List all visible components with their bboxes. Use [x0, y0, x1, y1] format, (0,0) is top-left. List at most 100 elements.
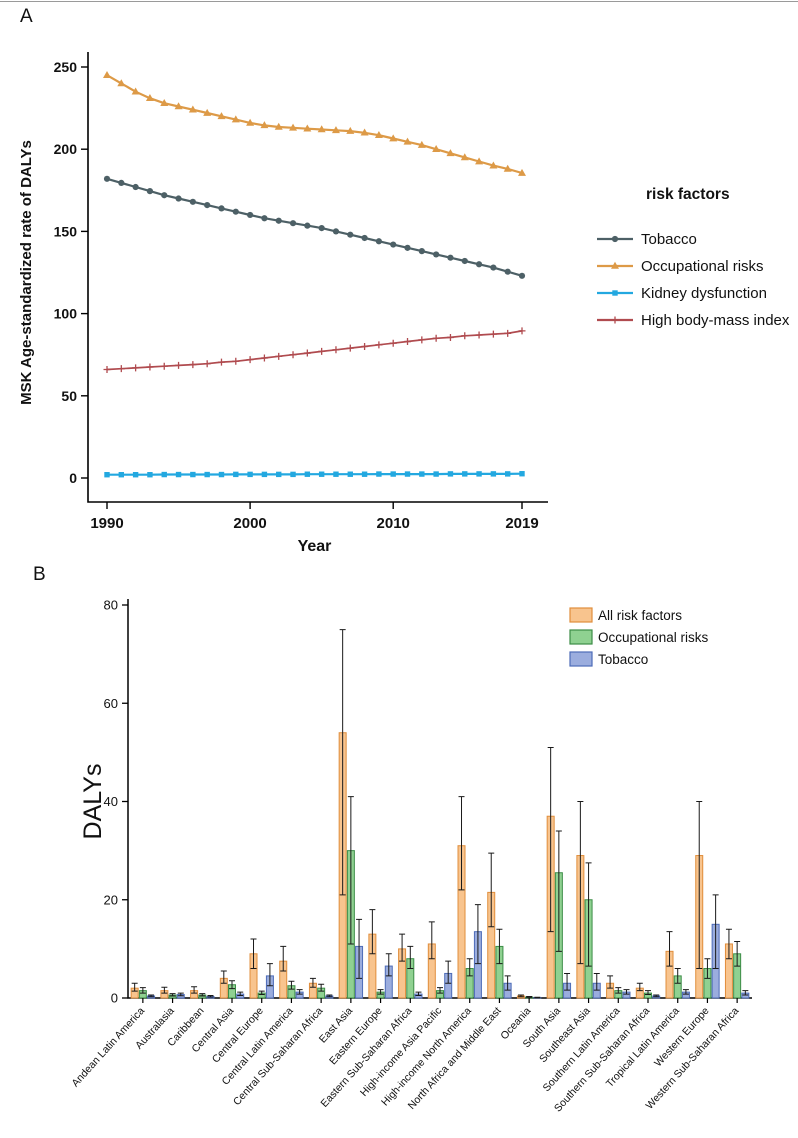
error-bar-all-risk-factors — [250, 938, 257, 970]
error-bar-all-risk-factors — [369, 909, 376, 955]
error-bar-occupational-risks — [555, 830, 562, 952]
error-bar-tobacco — [445, 960, 452, 984]
square-marker — [361, 471, 368, 477]
panel-a-x-tick-label: 2010 — [377, 515, 410, 532]
error-bar-all-risk-factors — [517, 994, 524, 998]
square-marker — [304, 471, 311, 477]
square-marker — [433, 471, 439, 477]
legend-swatch-all-risk-factors — [569, 607, 593, 623]
error-bar-tobacco — [356, 918, 363, 979]
square-marker — [190, 471, 196, 478]
triangle-marker — [303, 124, 312, 132]
legend-label-tobacco: Tobacco — [641, 231, 697, 248]
plus-marker — [404, 338, 412, 346]
circle-marker — [275, 217, 282, 224]
circle-marker — [490, 264, 497, 271]
triangle-marker — [217, 112, 226, 120]
error-bar-occupational-risks — [139, 987, 146, 994]
error-bar-occupational-risks — [496, 928, 503, 965]
error-bar-tobacco — [326, 994, 333, 998]
triangle-marker — [518, 168, 526, 176]
triangle-marker — [160, 98, 169, 106]
circle-marker — [361, 234, 368, 242]
error-bar-all-risk-factors — [547, 746, 554, 933]
triangle-marker — [131, 87, 140, 95]
series-line-tobacco — [106, 177, 523, 277]
plus-marker — [146, 363, 154, 371]
panel-a-y-tick-label: 0 — [69, 470, 77, 486]
circle-marker — [461, 257, 468, 265]
plus-marker — [361, 342, 369, 350]
circle-marker — [146, 188, 154, 195]
error-bar-tobacco — [177, 992, 184, 997]
series-line-kidney-dysfunction — [107, 472, 523, 476]
error-bar-tobacco — [653, 994, 660, 998]
error-bar-all-risk-factors — [131, 982, 138, 992]
square-marker — [504, 471, 511, 477]
circle-marker — [390, 241, 397, 248]
circle-marker — [504, 268, 511, 275]
circle-marker — [318, 225, 325, 232]
panel-a-y-tick-label: 100 — [54, 306, 78, 322]
circle-marker — [475, 261, 483, 268]
panel-a-x-axis-title: Year — [298, 538, 332, 555]
plus-marker — [103, 365, 111, 373]
plus-marker — [232, 357, 240, 365]
circle-marker — [189, 198, 196, 205]
legend-label-high-body-mass-index: High body-mass index — [641, 312, 790, 329]
square-marker — [462, 471, 468, 477]
square-marker — [318, 471, 325, 477]
error-bar-tobacco — [474, 904, 481, 965]
error-bar-all-risk-factors — [577, 801, 584, 965]
plus-marker — [318, 347, 326, 355]
square-marker — [147, 472, 153, 478]
error-bar-tobacco — [712, 894, 719, 970]
error-bar-tobacco — [682, 989, 689, 995]
panel-b-x-tick-label: Eastern Europe — [327, 1005, 385, 1067]
error-bar-tobacco — [415, 991, 422, 997]
triangle-marker — [317, 125, 326, 133]
error-bar-occupational-risks — [347, 796, 354, 945]
panel-a-y-tick-label: 50 — [61, 388, 77, 404]
panel-b-y-tick-label: 0 — [111, 991, 118, 1006]
error-bar-all-risk-factors — [309, 977, 316, 988]
circle-marker — [175, 195, 182, 202]
triangle-marker — [274, 122, 283, 130]
error-bar-all-risk-factors — [458, 796, 465, 891]
series-line-high-body-mass-index — [106, 330, 523, 371]
triangle-marker — [389, 134, 398, 142]
circle-marker — [418, 248, 425, 255]
plus-marker — [132, 364, 140, 372]
panel-a-axes — [87, 52, 548, 503]
error-bar-all-risk-factors — [399, 933, 406, 962]
plus-marker — [117, 365, 125, 373]
triangle-marker — [203, 108, 212, 116]
error-bar-all-risk-factors — [696, 801, 703, 970]
error-bar-all-risk-factors — [607, 975, 614, 989]
triangle-marker — [174, 102, 183, 110]
error-bar-occupational-risks — [674, 968, 681, 984]
square-marker — [333, 471, 339, 477]
error-bar-tobacco — [504, 975, 511, 991]
plus-marker — [389, 339, 397, 347]
plus-marker — [160, 362, 168, 370]
legend-label-all-risk-factors: All risk factors — [598, 608, 682, 623]
square-marker — [261, 471, 268, 478]
triangle-marker — [117, 79, 126, 87]
square-marker — [519, 471, 525, 477]
circle-marker — [611, 235, 619, 243]
circle-marker — [518, 272, 526, 279]
plus-marker — [489, 330, 497, 338]
square-marker — [490, 471, 497, 477]
error-bar-tobacco — [623, 989, 630, 995]
plus-marker — [275, 352, 283, 360]
plus-marker — [446, 333, 454, 341]
plus-marker — [289, 351, 297, 359]
panel-a-x-tick-label: 2000 — [233, 515, 266, 532]
legend-label-tobacco: Tobacco — [598, 652, 648, 667]
error-bar-tobacco — [237, 991, 244, 997]
error-bar-all-risk-factors — [428, 921, 435, 960]
circle-marker — [103, 175, 111, 182]
plus-marker — [189, 361, 197, 369]
